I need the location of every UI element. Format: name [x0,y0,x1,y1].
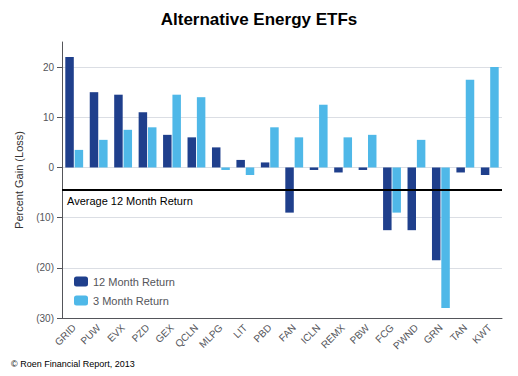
svg-text:3 Month Return: 3 Month Return [93,295,169,307]
svg-text:12 Month Return: 12 Month Return [93,276,175,288]
svg-text:20: 20 [43,62,55,73]
svg-text:(30): (30) [36,313,54,324]
svg-text:EVX: EVX [105,322,127,344]
svg-text:(10): (10) [36,212,54,223]
svg-text:REMX: REMX [319,322,347,350]
svg-text:GRID: GRID [53,322,78,347]
svg-text:MLPG: MLPG [197,322,225,350]
svg-text:PZD: PZD [130,322,152,344]
svg-text:(20): (20) [36,262,54,273]
svg-text:PBW: PBW [348,322,372,346]
svg-text:ICLN: ICLN [298,322,323,346]
svg-text:PUW: PUW [78,322,103,347]
svg-text:GRN: GRN [421,322,444,345]
svg-text:10: 10 [43,112,55,123]
svg-text:TAN: TAN [448,322,469,343]
svg-text:KWT: KWT [470,322,493,345]
svg-text:© Roen Financial Report, 2013: © Roen Financial Report, 2013 [11,359,135,369]
svg-text:FCG: FCG [373,322,396,345]
svg-text:FAN: FAN [277,322,299,344]
svg-text:QCLN: QCLN [173,322,200,349]
svg-text:PWND: PWND [391,322,420,351]
svg-text:Percent Gain (Loss): Percent Gain (Loss) [13,131,25,229]
svg-text:Average 12 Month Return: Average 12 Month Return [67,195,193,207]
svg-text:Alternative Energy ETFs: Alternative Energy ETFs [161,10,358,29]
svg-text:PBD: PBD [251,322,273,344]
svg-text:GEX: GEX [153,322,176,345]
svg-text:0: 0 [48,162,54,173]
svg-text:LIT: LIT [231,322,249,340]
